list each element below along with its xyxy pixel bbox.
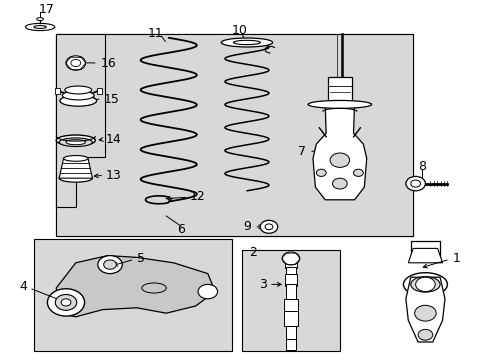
- Circle shape: [410, 180, 420, 187]
- Bar: [285, 326, 296, 339]
- Bar: [34, 239, 232, 351]
- Text: 10: 10: [231, 24, 247, 37]
- Bar: [56, 34, 412, 236]
- Bar: [284, 257, 297, 268]
- Circle shape: [282, 252, 299, 265]
- Circle shape: [353, 169, 363, 176]
- Bar: [56, 34, 412, 236]
- Text: 2: 2: [249, 246, 257, 258]
- Polygon shape: [56, 34, 105, 207]
- Ellipse shape: [37, 18, 43, 21]
- Text: 14: 14: [106, 133, 122, 146]
- Circle shape: [55, 294, 77, 310]
- Ellipse shape: [56, 135, 95, 146]
- Text: 13: 13: [106, 169, 122, 182]
- Circle shape: [103, 260, 116, 269]
- Text: 5: 5: [137, 252, 144, 265]
- Circle shape: [329, 153, 349, 167]
- Ellipse shape: [25, 23, 55, 31]
- Text: 6: 6: [177, 223, 184, 236]
- Text: 3: 3: [258, 278, 266, 291]
- Circle shape: [98, 256, 122, 274]
- Text: 8: 8: [417, 160, 425, 173]
- Ellipse shape: [63, 156, 88, 161]
- Ellipse shape: [60, 95, 96, 106]
- Text: 1: 1: [451, 252, 459, 265]
- Circle shape: [332, 178, 346, 189]
- Circle shape: [198, 284, 217, 299]
- Ellipse shape: [62, 91, 94, 100]
- Ellipse shape: [59, 174, 92, 182]
- Text: 11: 11: [147, 27, 163, 40]
- Ellipse shape: [34, 26, 46, 28]
- Text: 7: 7: [297, 145, 305, 158]
- Polygon shape: [59, 158, 92, 178]
- Polygon shape: [312, 103, 366, 200]
- Ellipse shape: [403, 273, 447, 296]
- Bar: [283, 311, 298, 326]
- Text: 15: 15: [103, 93, 119, 105]
- Circle shape: [264, 224, 272, 230]
- Bar: [285, 274, 296, 286]
- Ellipse shape: [233, 40, 260, 45]
- Polygon shape: [405, 277, 444, 342]
- Text: 17: 17: [39, 3, 54, 15]
- Text: 16: 16: [100, 57, 116, 69]
- Ellipse shape: [59, 138, 92, 147]
- Circle shape: [260, 220, 277, 233]
- Bar: [285, 339, 295, 350]
- Ellipse shape: [66, 140, 85, 145]
- Text: 9: 9: [243, 220, 250, 233]
- Text: 4: 4: [19, 280, 27, 293]
- Circle shape: [414, 305, 435, 321]
- Ellipse shape: [221, 38, 272, 47]
- Circle shape: [61, 299, 71, 306]
- Ellipse shape: [64, 86, 92, 94]
- Bar: [327, 77, 351, 103]
- Bar: [55, 88, 60, 94]
- Bar: [284, 299, 297, 311]
- Bar: [285, 267, 295, 281]
- Bar: [285, 284, 295, 299]
- Circle shape: [47, 289, 84, 316]
- Bar: [410, 241, 439, 259]
- Circle shape: [415, 277, 434, 292]
- Bar: [97, 88, 102, 94]
- Ellipse shape: [142, 283, 166, 293]
- Polygon shape: [407, 248, 442, 263]
- Polygon shape: [56, 256, 215, 317]
- Circle shape: [417, 329, 432, 340]
- Ellipse shape: [410, 277, 439, 292]
- Circle shape: [316, 169, 325, 176]
- Text: 12: 12: [189, 190, 205, 203]
- Circle shape: [71, 59, 81, 67]
- Bar: [242, 250, 339, 351]
- Circle shape: [66, 56, 85, 70]
- Circle shape: [405, 176, 425, 191]
- Ellipse shape: [307, 100, 371, 108]
